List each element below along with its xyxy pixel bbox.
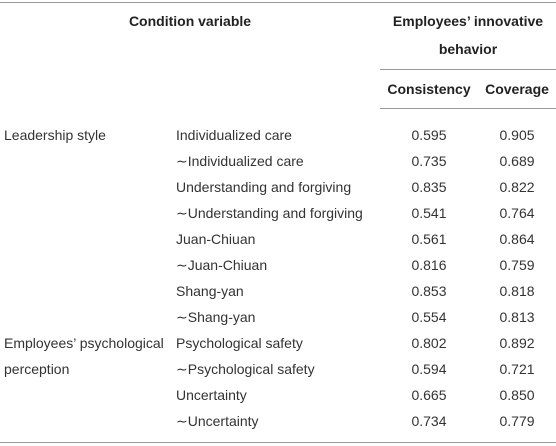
value-cell: 0.764 <box>499 205 535 221</box>
value-cell: 0.802 <box>411 335 447 351</box>
condition-cell: ∼Individualized care <box>176 153 304 169</box>
condition-cell: Understanding and forgiving <box>176 179 352 195</box>
value-cell: 0.892 <box>499 335 535 351</box>
value-cell: 0.594 <box>411 361 447 377</box>
value-cell: 0.818 <box>499 283 535 299</box>
table-row: Understanding and forgiving 0.835 0.822 <box>0 174 556 200</box>
table-row: ∼Understanding and forgiving 0.541 0.764 <box>0 200 556 226</box>
value-cell: 0.822 <box>499 179 535 195</box>
value-cell: 0.864 <box>499 231 535 247</box>
column-header: Consistency <box>380 69 478 109</box>
value-cell: 0.665 <box>411 387 447 403</box>
table-row: Leadership style Individualized care 0.595… <box>0 109 556 149</box>
value-cell: 0.835 <box>411 179 447 195</box>
value-cell: 0.850 <box>499 387 535 403</box>
value-cell: 0.554 <box>411 309 447 325</box>
table-row: ∼Uncertainty 0.734 0.779 <box>0 408 556 443</box>
column-header: Coverage <box>478 69 556 109</box>
table-row: Employees’ psychological perception Psych… <box>0 330 556 377</box>
condition-cell: Juan-Chiuan <box>176 231 256 247</box>
condition-cell: ∼Shang-yan <box>176 309 256 325</box>
value-cell: 0.905 <box>499 127 535 143</box>
condition-cell: Psychological safety <box>176 335 303 351</box>
condition-cell: Uncertainty <box>176 387 247 403</box>
condition-cell: ∼Juan-Chiuan <box>176 257 268 273</box>
value-cell: 0.561 <box>411 231 447 247</box>
value-cell: 0.735 <box>411 153 447 169</box>
subheader-row: Consistency Coverage <box>0 69 556 109</box>
table-row: Juan-Chiuan 0.561 0.864 <box>0 226 556 252</box>
value-cell: 0.689 <box>499 153 535 169</box>
table-row: Uncertainty 0.665 0.850 <box>0 382 556 408</box>
condition-cell: Individualized care <box>176 126 292 143</box>
condition-header: Condition variable <box>128 13 252 29</box>
table-row: ∼Shang-yan 0.554 0.813 <box>0 304 556 330</box>
condition-cell: ∼Psychological safety <box>176 361 315 377</box>
condition-cell: ∼Uncertainty <box>176 413 259 429</box>
value-cell: 0.759 <box>499 257 535 273</box>
header-row: Condition variable Employees’ innovative… <box>0 2 556 70</box>
table-row: ∼Individualized care 0.735 0.689 <box>0 148 556 174</box>
outcome-header: Employees’ innovative behavior <box>380 2 556 70</box>
condition-cell: Shang-yan <box>176 283 244 299</box>
group-label: Leadership style <box>4 126 106 143</box>
table-row: ∼Juan-Chiuan 0.816 0.759 <box>0 252 556 278</box>
group-label: Employees’ psychological perception <box>4 335 164 377</box>
value-cell: 0.595 <box>411 127 447 143</box>
table-row: Shang-yan 0.853 0.818 <box>0 278 556 304</box>
value-cell: 0.813 <box>499 309 535 325</box>
table-row: ∼Psychological safety 0.594 0.721 <box>0 356 556 382</box>
value-cell: 0.734 <box>411 413 447 429</box>
value-cell: 0.541 <box>411 205 447 221</box>
table-body: Leadership style Individualized care 0.595… <box>0 109 556 443</box>
value-cell: 0.721 <box>499 361 535 377</box>
value-cell: 0.853 <box>411 283 447 299</box>
condition-cell: ∼Understanding and forgiving <box>176 205 363 221</box>
value-cell: 0.779 <box>499 413 535 429</box>
value-cell: 0.816 <box>411 257 447 273</box>
